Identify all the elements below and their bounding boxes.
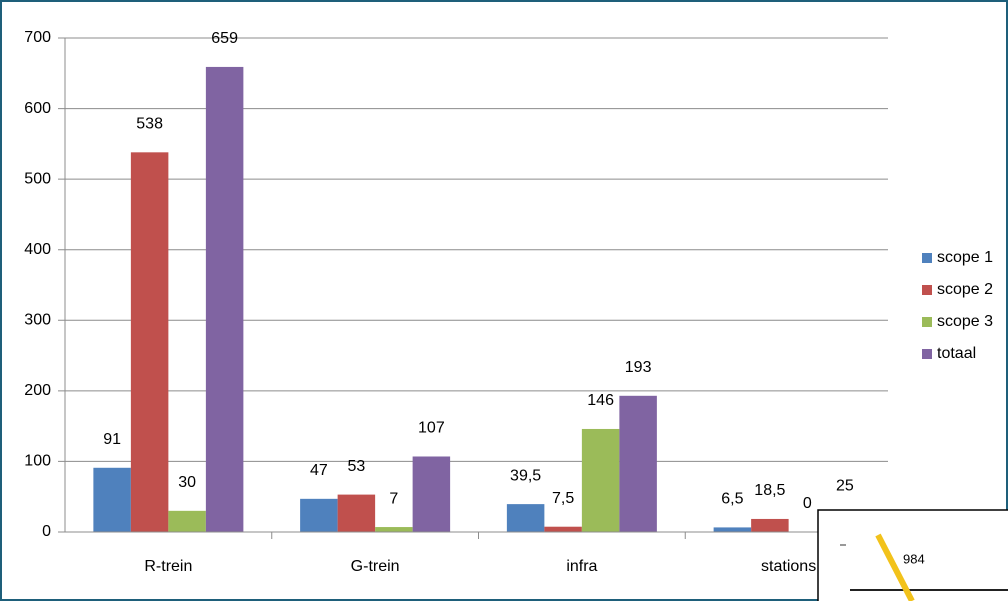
bar bbox=[168, 510, 206, 532]
data-label: 91 bbox=[103, 431, 121, 448]
bar bbox=[130, 152, 169, 532]
data-label: 18,5 bbox=[754, 482, 785, 499]
data-label: 30 bbox=[178, 474, 196, 491]
x-tick-label: R-trein bbox=[144, 558, 192, 575]
data-label: 146 bbox=[587, 392, 614, 409]
bar bbox=[751, 518, 789, 532]
y-tick-label: 600 bbox=[24, 100, 51, 117]
legend-label: totaal bbox=[937, 345, 976, 362]
inset-diagonal bbox=[875, 533, 915, 601]
inset-frame bbox=[817, 509, 1008, 601]
legend-label: scope 1 bbox=[937, 249, 993, 266]
inset-image: 984 bbox=[817, 509, 1008, 601]
data-label: 7,5 bbox=[552, 490, 574, 507]
bar bbox=[375, 527, 413, 532]
bar bbox=[93, 467, 131, 532]
bar bbox=[544, 526, 582, 532]
data-label: 659 bbox=[211, 30, 238, 47]
y-tick-label: 0 bbox=[42, 523, 51, 540]
x-tick-label: infra bbox=[566, 558, 597, 575]
bar bbox=[205, 66, 244, 532]
data-label: 6,5 bbox=[721, 491, 743, 508]
y-tick-label: 400 bbox=[24, 241, 51, 258]
data-label: 39,5 bbox=[510, 467, 541, 484]
y-tick-label: 700 bbox=[24, 29, 51, 46]
y-tick-label: 300 bbox=[24, 312, 51, 329]
legend-swatch bbox=[922, 253, 932, 263]
bar bbox=[506, 504, 545, 532]
data-label: 53 bbox=[347, 458, 365, 475]
plot-area: 0 100 200 300 400 500 600 700 R-trein 91 538 30 659 G… bbox=[24, 29, 892, 575]
bar bbox=[619, 395, 657, 532]
legend-swatch bbox=[922, 285, 932, 295]
legend-swatch bbox=[922, 317, 932, 327]
x-tick-label: G-trein bbox=[351, 558, 400, 575]
legend-label: scope 3 bbox=[937, 313, 993, 330]
data-label: 25 bbox=[836, 478, 854, 495]
legend-swatch bbox=[922, 349, 932, 359]
bar bbox=[713, 527, 752, 532]
y-tick-label: 100 bbox=[24, 453, 51, 470]
data-label: 0 bbox=[803, 495, 812, 512]
data-label: 107 bbox=[418, 420, 445, 437]
y-tick-label: 200 bbox=[24, 382, 51, 399]
bar bbox=[412, 456, 451, 532]
bar bbox=[300, 498, 338, 532]
x-tick-label: stations bbox=[761, 558, 816, 575]
legend-label: scope 2 bbox=[937, 281, 993, 298]
bar bbox=[581, 428, 620, 532]
data-label: 193 bbox=[625, 359, 652, 376]
data-label: 7 bbox=[389, 490, 398, 507]
bar bbox=[337, 494, 376, 532]
data-label: 538 bbox=[136, 116, 163, 133]
data-label: 47 bbox=[310, 462, 328, 479]
inset-label: 984 bbox=[903, 551, 925, 566]
y-tick-label: 500 bbox=[24, 170, 51, 187]
